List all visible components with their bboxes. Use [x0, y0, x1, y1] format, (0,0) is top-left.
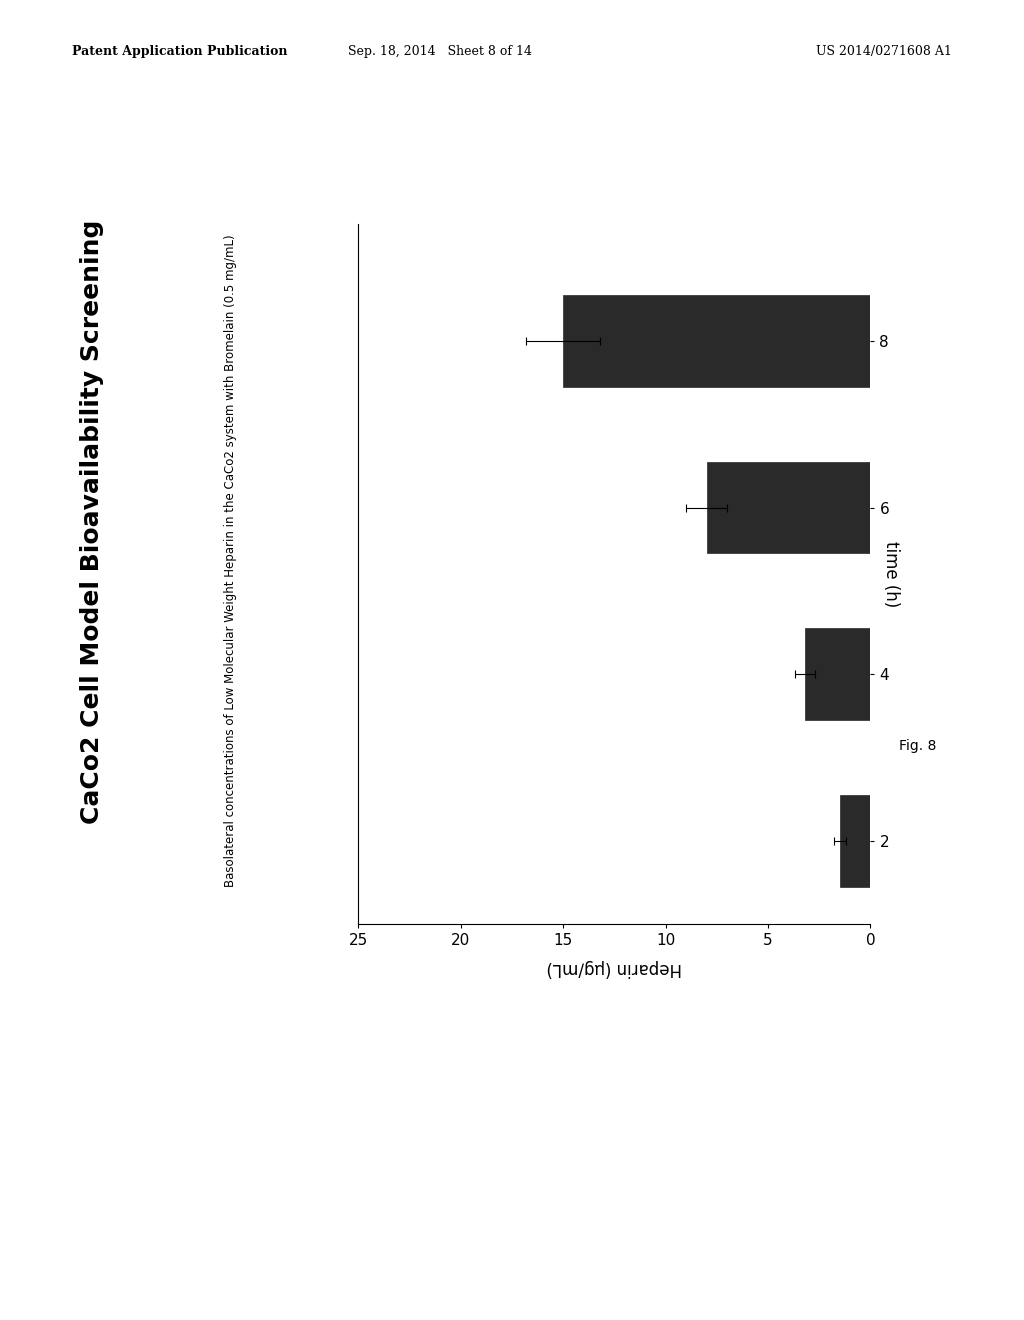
- Text: CaCo2 Cell Model Bioavailability Screening: CaCo2 Cell Model Bioavailability Screeni…: [80, 219, 104, 824]
- Bar: [563, 296, 870, 387]
- Text: Patent Application Publication: Patent Application Publication: [72, 45, 287, 58]
- Bar: [805, 628, 870, 719]
- X-axis label: Heparin (µg/mL): Heparin (µg/mL): [547, 960, 682, 977]
- Text: US 2014/0271608 A1: US 2014/0271608 A1: [816, 45, 952, 58]
- Bar: [707, 462, 870, 553]
- Text: Basolateral concentrations of Low Molecular Weight Heparin in the CaCo2 system w: Basolateral concentrations of Low Molecu…: [224, 235, 237, 887]
- Bar: [840, 795, 870, 887]
- Text: Sep. 18, 2014   Sheet 8 of 14: Sep. 18, 2014 Sheet 8 of 14: [348, 45, 532, 58]
- Text: Fig. 8: Fig. 8: [899, 739, 936, 752]
- Y-axis label: time (h): time (h): [883, 541, 900, 607]
